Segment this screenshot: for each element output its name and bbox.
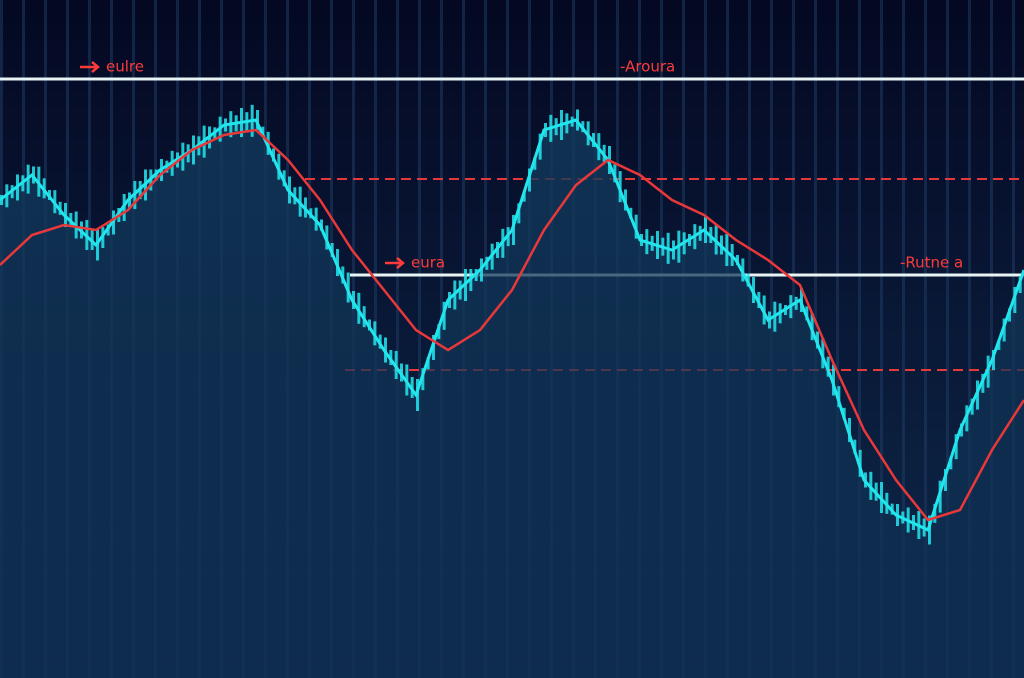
level-label: -Aroura: [620, 58, 675, 76]
ma-line: [0, 128, 1024, 522]
label-arrow: [385, 257, 405, 269]
level-label: eulre: [106, 58, 144, 76]
price-line: [0, 118, 1024, 533]
price-area: [0, 120, 1024, 678]
level-label: -Rutne a: [900, 254, 963, 272]
label-arrow: [80, 61, 100, 73]
plot: eulre -Aroura eura -Rutne a: [0, 58, 1024, 678]
level-label: eura: [411, 254, 445, 272]
